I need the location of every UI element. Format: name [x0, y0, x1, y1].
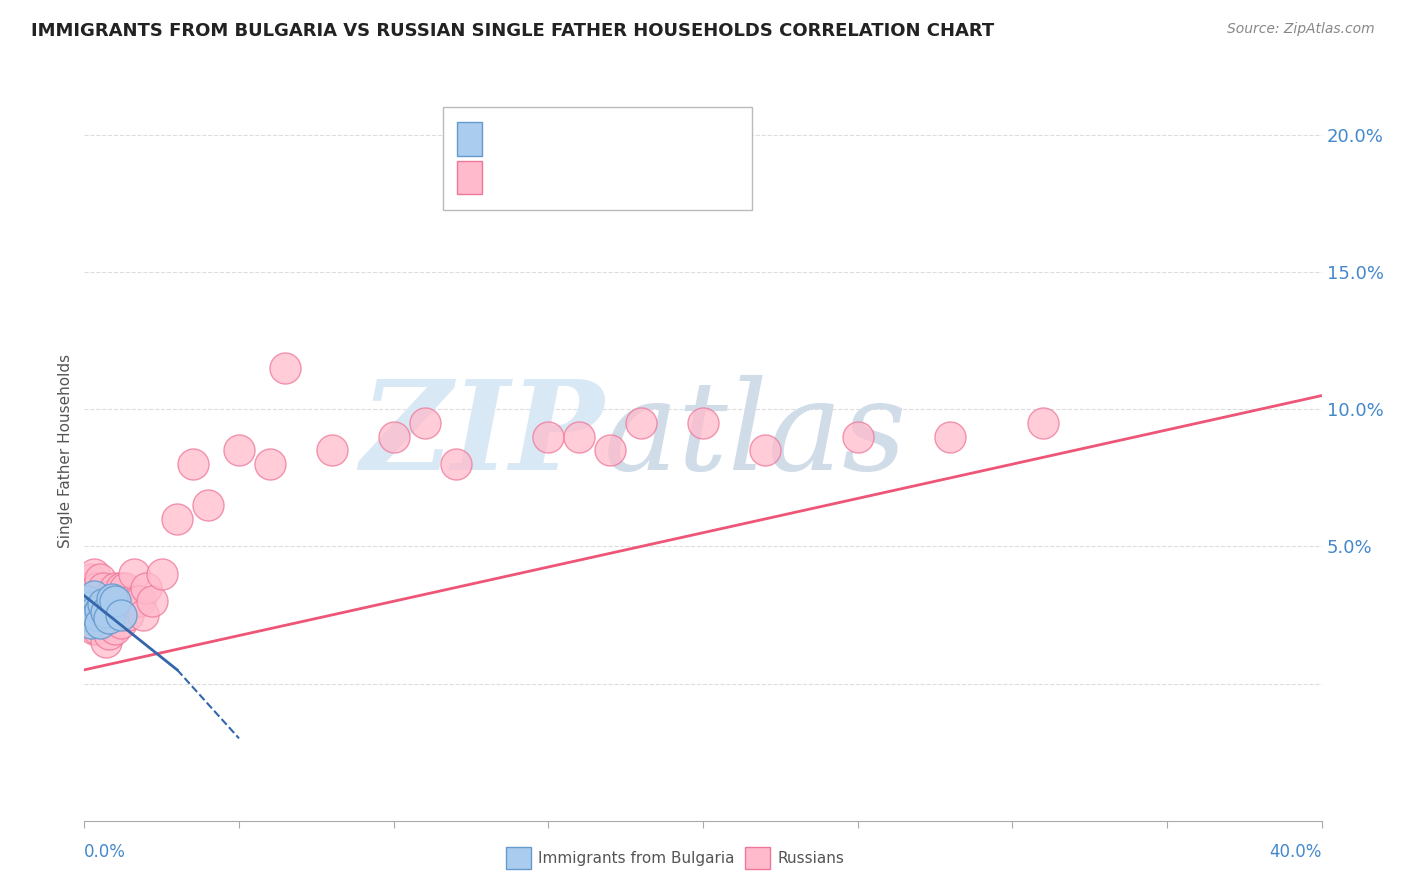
Point: [117, 607, 139, 622]
Point: [150, 566, 173, 581]
Point: [197, 498, 219, 512]
Point: [939, 430, 962, 444]
Point: [76, 607, 98, 622]
Point: [89, 616, 111, 631]
Point: [76, 594, 98, 608]
Point: [101, 594, 124, 608]
Point: [754, 443, 776, 458]
Point: [321, 443, 343, 458]
Point: [630, 416, 652, 430]
Point: [104, 594, 127, 608]
Text: N =: N =: [614, 168, 654, 186]
Point: [86, 581, 108, 595]
Point: [94, 605, 117, 619]
Point: [166, 512, 188, 526]
Point: [181, 457, 204, 471]
Point: [568, 430, 591, 444]
Point: [89, 602, 111, 616]
Text: -0.601: -0.601: [534, 126, 609, 145]
Point: [79, 616, 101, 631]
Point: [86, 607, 108, 622]
Point: [141, 594, 163, 608]
Text: 0.0%: 0.0%: [84, 843, 127, 861]
Y-axis label: Single Father Households: Single Father Households: [58, 353, 73, 548]
Text: 40.0%: 40.0%: [1270, 843, 1322, 861]
Point: [599, 443, 621, 458]
Point: [444, 457, 467, 471]
Point: [129, 594, 152, 608]
Point: [91, 581, 114, 595]
Text: 0.654: 0.654: [534, 167, 600, 186]
Text: atlas: atlas: [605, 375, 907, 497]
Point: [110, 581, 132, 595]
Point: [125, 594, 148, 608]
Point: [94, 635, 117, 649]
Point: [692, 416, 714, 430]
Point: [101, 591, 124, 606]
Point: [107, 594, 129, 608]
Point: [98, 589, 121, 603]
Point: [83, 589, 105, 603]
Point: [94, 594, 117, 608]
Point: [120, 594, 142, 608]
Point: [79, 599, 101, 614]
Point: [110, 616, 132, 631]
Point: [259, 457, 281, 471]
Point: [83, 566, 105, 581]
Point: [132, 607, 155, 622]
Point: [846, 430, 869, 444]
Point: [98, 627, 121, 641]
Point: [79, 616, 101, 631]
Point: [135, 581, 157, 595]
Point: [86, 622, 108, 636]
Point: [537, 430, 560, 444]
Text: 15: 15: [659, 126, 689, 145]
Text: Immigrants from Bulgaria: Immigrants from Bulgaria: [538, 851, 735, 865]
Text: Russians: Russians: [778, 851, 845, 865]
Text: 50: 50: [659, 167, 689, 186]
Point: [382, 430, 405, 444]
Point: [91, 597, 114, 611]
Point: [110, 607, 132, 622]
Point: [98, 611, 121, 625]
Point: [89, 616, 111, 631]
Text: N =: N =: [614, 127, 654, 145]
Point: [1032, 416, 1054, 430]
Text: R =: R =: [488, 168, 527, 186]
Point: [228, 443, 250, 458]
Point: [83, 622, 105, 636]
Text: IMMIGRANTS FROM BULGARIA VS RUSSIAN SINGLE FATHER HOUSEHOLDS CORRELATION CHART: IMMIGRANTS FROM BULGARIA VS RUSSIAN SING…: [31, 22, 994, 40]
Point: [114, 581, 136, 595]
Point: [76, 607, 98, 622]
Point: [104, 622, 127, 636]
Point: [76, 581, 98, 595]
Point: [413, 416, 436, 430]
Text: ZIP: ZIP: [360, 375, 605, 497]
Text: R =: R =: [488, 127, 527, 145]
Point: [79, 572, 101, 586]
Point: [274, 361, 297, 376]
Text: Source: ZipAtlas.com: Source: ZipAtlas.com: [1227, 22, 1375, 37]
Point: [122, 566, 145, 581]
Point: [83, 605, 105, 619]
Point: [104, 581, 127, 595]
Point: [89, 572, 111, 586]
